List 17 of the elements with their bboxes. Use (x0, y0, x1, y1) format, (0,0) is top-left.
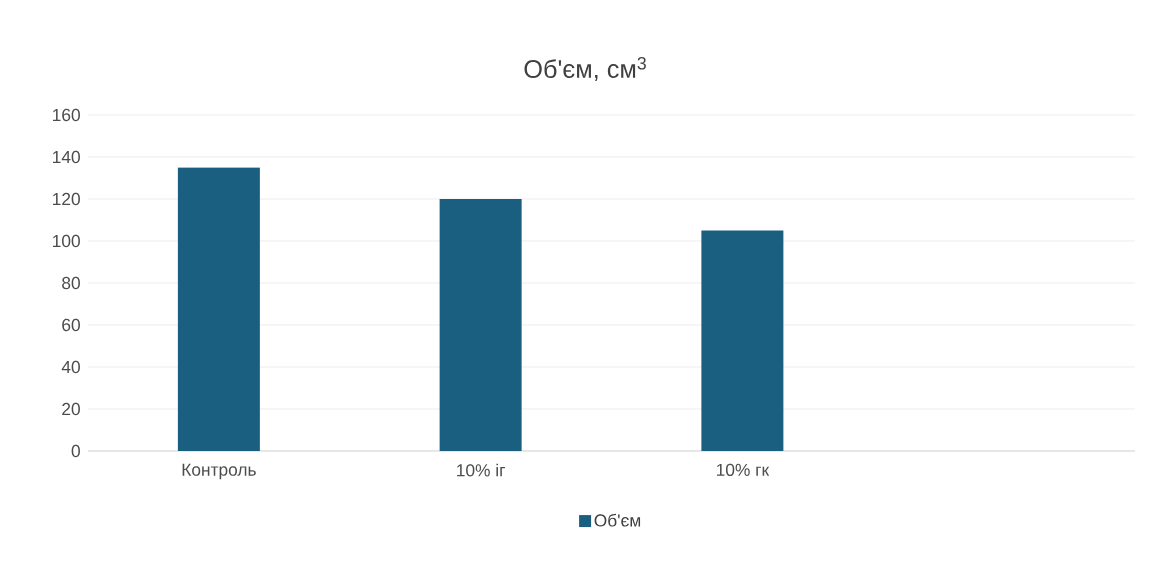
bar (701, 230, 784, 451)
x-tick-label: 10% іг (457, 463, 505, 477)
bar (177, 167, 260, 451)
y-tick-label: 100 (53, 234, 80, 248)
y-tick-label: 20 (62, 402, 80, 416)
chart-title: Об'єм, см$^{3}$ (524, 57, 646, 81)
x-tick-label: 10% гк (716, 463, 770, 476)
y-tick-label: 60 (62, 318, 80, 332)
y-tick-label: 160 (53, 108, 80, 122)
y-tick-label: 80 (62, 276, 80, 290)
legend-label: Об'єм (594, 513, 641, 527)
bar (439, 199, 522, 451)
y-tick-label: 140 (53, 150, 80, 164)
y-tick-label: 40 (61, 360, 80, 374)
y-tick-label: 0 (71, 444, 80, 458)
y-tick-label: 120 (53, 192, 80, 206)
x-tick-label: Контроль (182, 463, 256, 480)
